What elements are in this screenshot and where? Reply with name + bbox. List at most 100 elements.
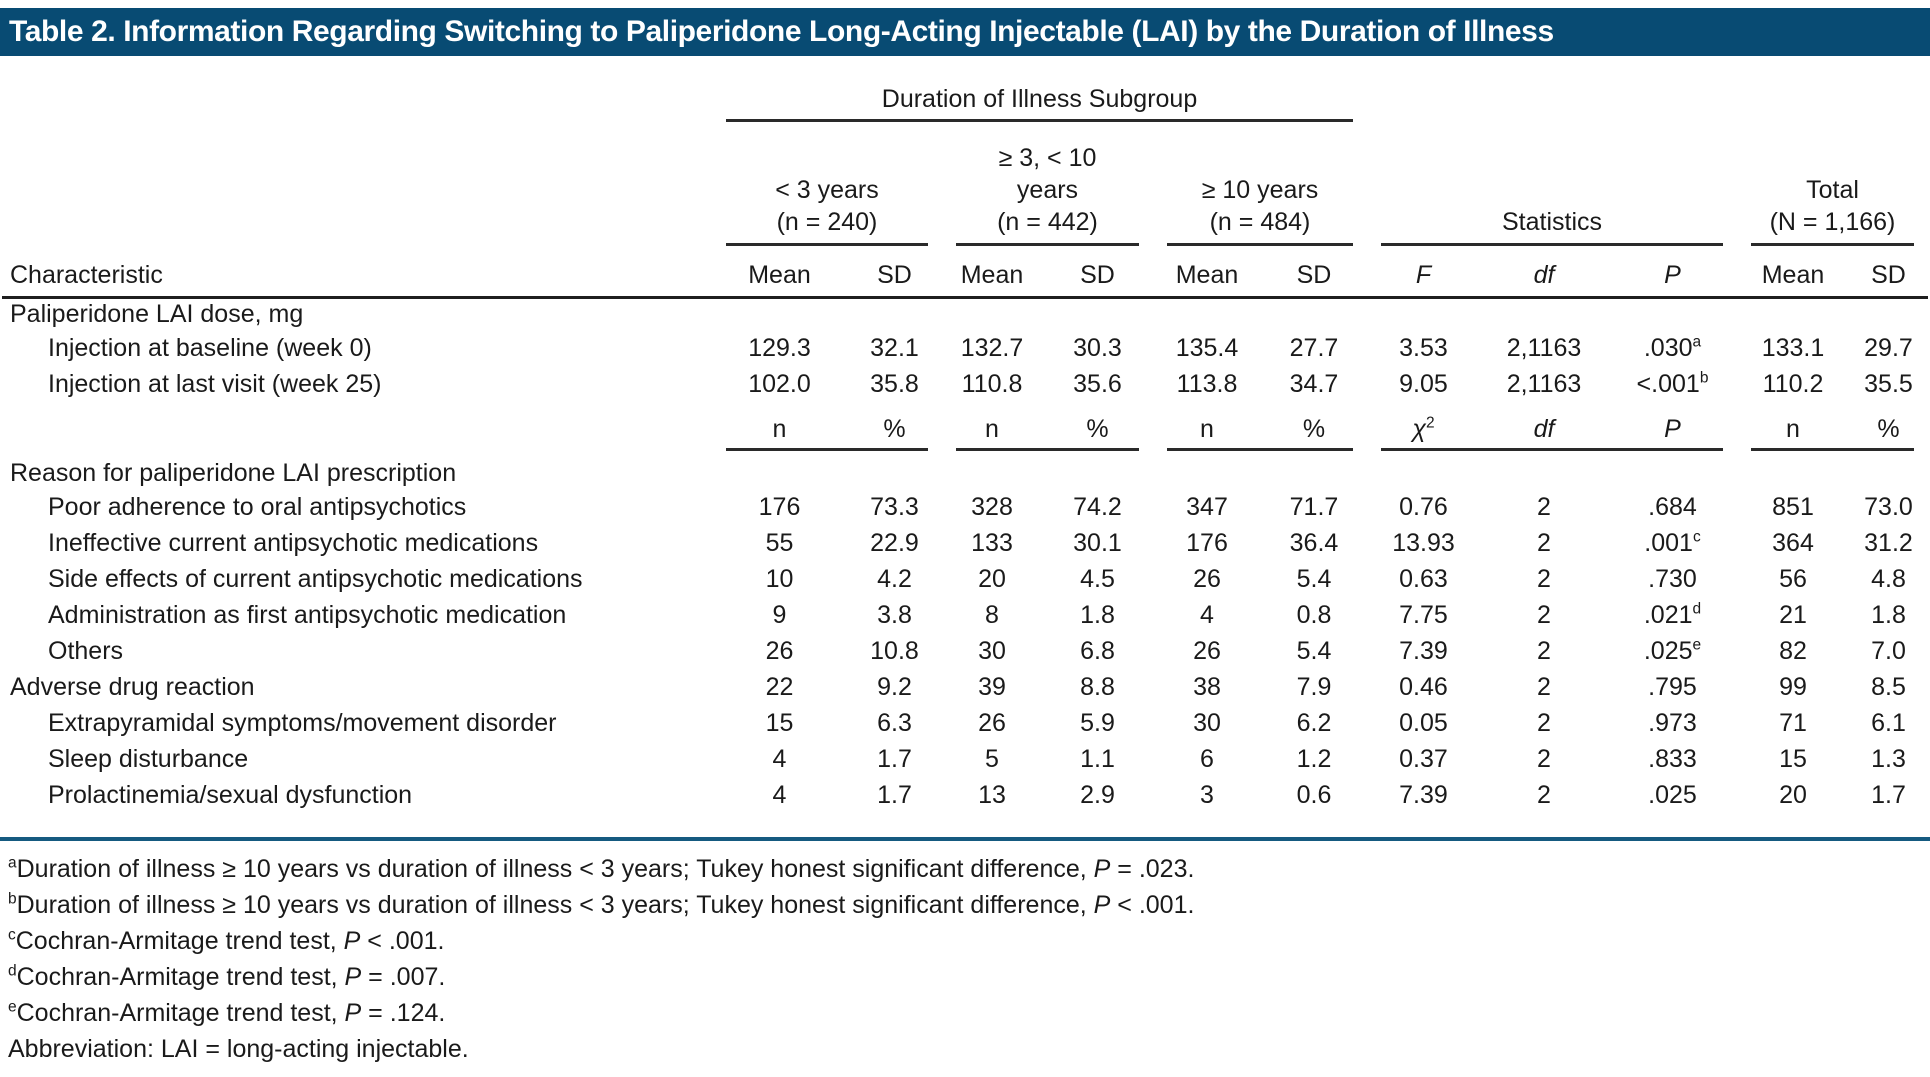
cell: 7.9 [1296, 672, 1332, 701]
total-header: Total (N = 1,166) [1737, 122, 1928, 246]
cell [942, 298, 1042, 331]
cell: 26 [765, 636, 794, 665]
cell: 71.7 [1289, 492, 1339, 521]
col-mean: Mean [942, 246, 1042, 299]
cell: 2 [1537, 528, 1551, 557]
footnote-marker: d [8, 962, 17, 980]
cell: 56 [1779, 564, 1807, 593]
cell: 135.4 [1175, 333, 1239, 362]
footnote-marker: b [8, 890, 17, 908]
cell: 30.1 [1073, 528, 1122, 557]
cell: 851 [1772, 492, 1814, 521]
cell: 0.63 [1399, 564, 1448, 593]
table-row: Administration as first antipsychotic me… [2, 597, 1928, 633]
row-label: Prolactinemia/sexual dysfunction [48, 780, 413, 809]
cell: 0.46 [1399, 672, 1448, 701]
footnote: eCochran-Armitage trend test, P = .124. [8, 998, 446, 1027]
rule-cell [712, 448, 942, 458]
cell [1042, 298, 1153, 331]
table-row: Extrapyramidal symptoms/movement disorde… [2, 705, 1928, 741]
footnote: aDuration of illness ≥ 10 years vs durat… [8, 854, 1195, 883]
cell: 2 [1537, 780, 1551, 809]
cell: 15 [765, 708, 794, 737]
stat-symbol: P [343, 927, 361, 955]
cell: 30 [1193, 708, 1221, 737]
cell [1737, 298, 1849, 331]
cell-value: P [1664, 415, 1681, 443]
cell [1367, 458, 1480, 489]
cell: 32.1 [870, 333, 919, 362]
statistics-header: Statistics [1367, 122, 1737, 246]
cell: .021d [1608, 597, 1737, 633]
row-label: Reason for paliperidone LAI prescription [10, 459, 457, 487]
cell: 2.9 [1080, 780, 1115, 809]
cell: 4 [772, 744, 787, 773]
row-label: Poor adherence to oral antipsychotics [48, 492, 467, 521]
cell: .730 [1648, 564, 1697, 593]
cell: 176 [1186, 528, 1228, 557]
subheader-rule [1751, 448, 1914, 451]
group-header-line: (n = 442) [997, 208, 1098, 236]
footnote-marker: c [1692, 528, 1701, 546]
duration-group-header: ≥ 3, < 10 years (n = 442) [942, 122, 1153, 246]
rule-cell [1367, 448, 1737, 458]
table-title: Table 2. Information Regarding Switching… [9, 15, 1554, 48]
subgroup-header-row: Duration of Illness Subgroup [2, 64, 1928, 122]
rule-cell [1737, 448, 1928, 458]
cell: 6.1 [1871, 708, 1906, 737]
row-label: Administration as first antipsychotic me… [48, 600, 567, 629]
cell: 1.1 [1080, 744, 1115, 773]
cell: 4 [1200, 600, 1214, 629]
cell [1042, 458, 1153, 489]
cell [1153, 298, 1261, 331]
column-header-row: Characteristic Mean SD Mean SD Mean SD F… [2, 246, 1928, 299]
group-header-line: (n = 240) [776, 208, 878, 236]
cell: 10 [765, 564, 794, 593]
footnote-marker: e [8, 998, 17, 1016]
cell: 71 [1779, 708, 1807, 737]
cell: 6.2 [1296, 708, 1332, 737]
footnote-marker: d [1692, 600, 1702, 618]
cell: 1.8 [1080, 600, 1115, 629]
cell: 26 [1193, 564, 1221, 593]
subheader-rule [726, 448, 928, 451]
cell: .025e [1608, 633, 1737, 669]
cell [1153, 458, 1261, 489]
cell: 2 [1537, 708, 1551, 737]
footnote-marker: c [8, 926, 16, 944]
cell: 2 [1537, 672, 1551, 701]
table-row: Injection at last visit (week 25) 102.0 35… [2, 366, 1928, 402]
row-label: Injection at last visit (week 25) [48, 369, 382, 398]
cell: 4.5 [1080, 564, 1115, 593]
cell: 35.5 [1864, 369, 1913, 398]
cell [1849, 458, 1928, 489]
stat-symbol: P [344, 999, 362, 1027]
footnote-marker: a [8, 854, 17, 872]
cell: 73.0 [1864, 492, 1913, 521]
cell-value: .021 [1643, 600, 1693, 629]
cell-value: <.001 [1636, 369, 1700, 398]
cell: n [1786, 415, 1800, 443]
row-label: Sleep disturbance [48, 744, 249, 773]
cell-value: χ [1412, 415, 1427, 443]
cell-value: .030 [1643, 333, 1693, 362]
total-n-label: (N = 1,166) [1769, 208, 1896, 236]
section-row: Reason for paliperidone LAI prescription [2, 458, 1928, 489]
group-rule [956, 243, 1139, 246]
cell: 2,1163 [1506, 369, 1582, 398]
footnote-marker: e [1692, 636, 1702, 654]
cell: 347 [1186, 492, 1228, 521]
cell: 20 [978, 564, 1006, 593]
table-title-bar: Table 2. Information Regarding Switching… [0, 8, 1930, 56]
empty-cell [1737, 64, 1928, 122]
cell: 133 [971, 528, 1013, 557]
cell: 110.8 [961, 369, 1023, 398]
cell: .833 [1648, 744, 1697, 773]
cell: 3 [1200, 780, 1214, 809]
cell: 5.9 [1080, 708, 1115, 737]
stat-symbol: P [344, 963, 362, 991]
footnote: cCochran-Armitage trend test, P < .001. [8, 926, 445, 955]
cell [1367, 298, 1480, 331]
table-row: Poor adherence to oral antipsychotics 176… [2, 489, 1928, 525]
